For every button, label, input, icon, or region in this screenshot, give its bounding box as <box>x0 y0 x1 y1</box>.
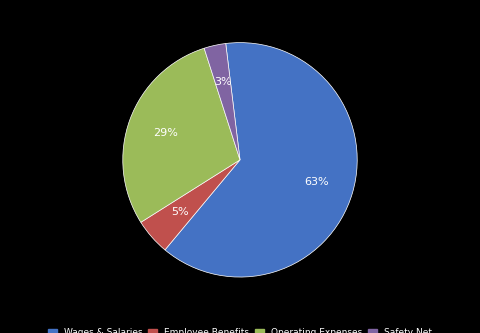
Wedge shape <box>141 160 240 250</box>
Wedge shape <box>204 44 240 160</box>
Text: 5%: 5% <box>171 207 189 217</box>
Text: 3%: 3% <box>214 77 232 87</box>
Wedge shape <box>123 48 240 222</box>
Text: 63%: 63% <box>304 177 329 187</box>
Legend: Wages & Salaries, Employee Benefits, Operating Expenses, Safety Net: Wages & Salaries, Employee Benefits, Ope… <box>45 326 435 333</box>
Wedge shape <box>165 43 357 277</box>
Text: 29%: 29% <box>153 128 178 138</box>
